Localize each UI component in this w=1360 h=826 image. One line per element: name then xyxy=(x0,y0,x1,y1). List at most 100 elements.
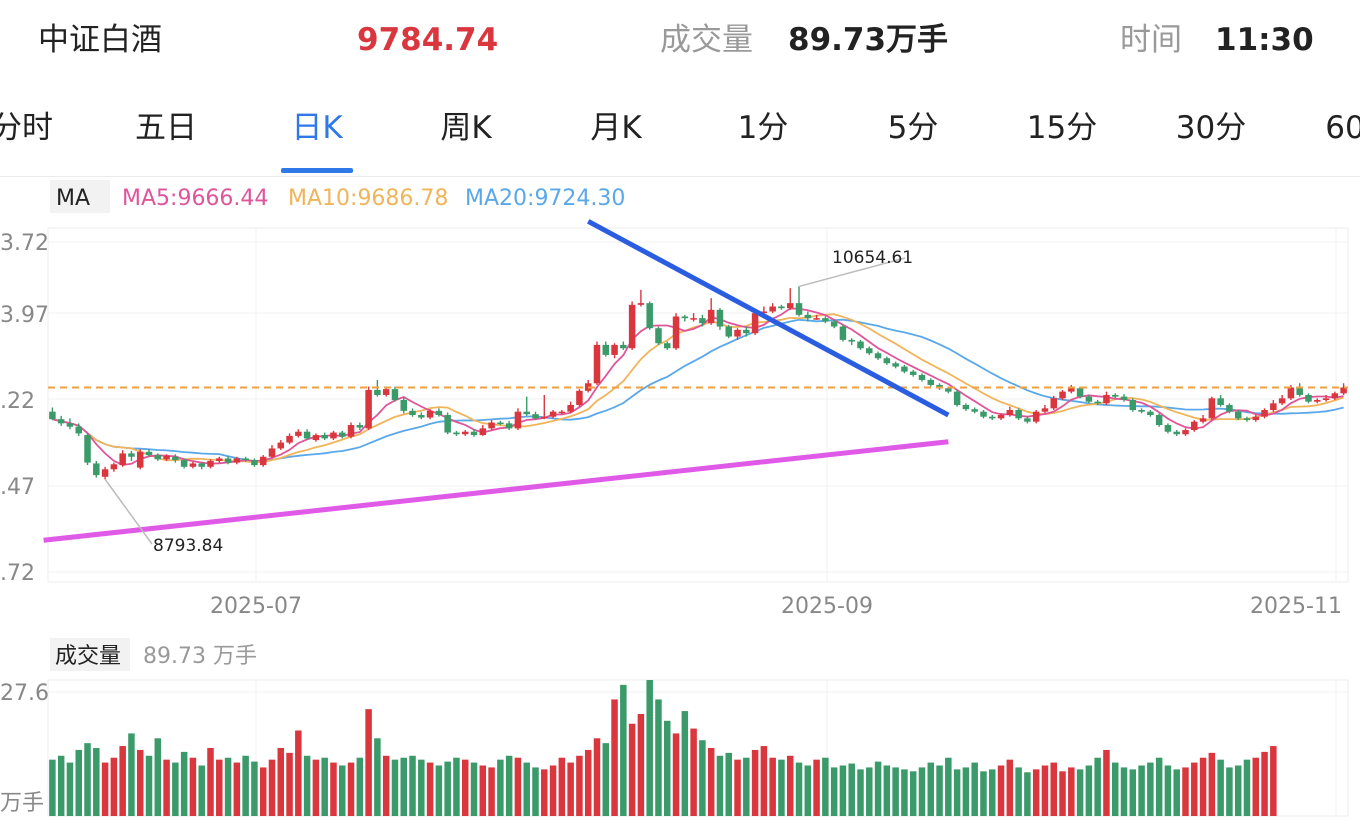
candle-down xyxy=(532,411,539,421)
tab-15min[interactable]: 15分 xyxy=(1026,110,1098,146)
candle-body xyxy=(435,410,443,416)
volume-bar xyxy=(637,714,645,816)
candle-down xyxy=(84,433,91,466)
volume-bar xyxy=(400,757,407,816)
candle-body xyxy=(786,303,794,309)
volume-bar xyxy=(1182,767,1189,816)
candle-up xyxy=(1278,394,1286,405)
volume-bar xyxy=(795,762,803,816)
volume-bar xyxy=(1094,757,1101,816)
candle-body xyxy=(558,411,566,414)
candle-body xyxy=(611,344,618,355)
volume-bar xyxy=(303,755,311,816)
volume-bar xyxy=(549,765,557,816)
candle-body xyxy=(207,460,214,467)
candle-body xyxy=(224,458,232,463)
candle-down xyxy=(1120,394,1128,402)
candle-up xyxy=(233,456,241,465)
kline-chart[interactable]: MA MA5:9666.44 MA10:9686.78 MA20:9724.30… xyxy=(0,176,1360,826)
volume-bar xyxy=(699,740,706,816)
tab-30min[interactable]: 30分 xyxy=(1175,110,1247,146)
candle-body xyxy=(857,341,864,349)
volume-bar xyxy=(497,759,504,816)
volume-bar xyxy=(207,748,214,816)
candle-down xyxy=(75,423,82,436)
candle-down xyxy=(725,324,732,339)
tab-intraday[interactable]: 分时 xyxy=(0,110,53,146)
tab-5min[interactable]: 5分 xyxy=(887,110,939,146)
tab-monthly-k[interactable]: 月K xyxy=(590,110,642,146)
candle-down xyxy=(848,338,855,345)
candle-down xyxy=(901,364,908,374)
volume-bar xyxy=(461,759,469,816)
candle-up xyxy=(1270,399,1277,412)
volume-bar xyxy=(312,759,320,816)
candle-down xyxy=(391,386,399,402)
candle-down xyxy=(303,429,311,441)
volume-bar xyxy=(145,755,153,816)
candle-body xyxy=(980,411,987,417)
candle-body xyxy=(488,422,495,429)
volume-bar xyxy=(1050,762,1057,816)
volume-bar xyxy=(716,755,724,816)
price-axis-labels: 3.72 3.97 .22 .47 .72 xyxy=(0,231,49,586)
candle-down xyxy=(251,458,258,467)
candle-up xyxy=(101,466,109,480)
candle-up xyxy=(330,430,337,441)
candle-body xyxy=(461,431,469,435)
tab-five-day[interactable]: 五日 xyxy=(135,110,197,146)
x-tick-label: 2025-07 xyxy=(210,594,302,619)
candle-down xyxy=(418,412,425,420)
candle-body xyxy=(1015,410,1022,419)
candle-down xyxy=(145,449,153,457)
volume-bar xyxy=(470,762,478,816)
volume-bar xyxy=(409,755,416,816)
candle-down xyxy=(874,351,882,360)
candle-body xyxy=(945,388,952,392)
candle-down xyxy=(242,456,249,462)
candle-down xyxy=(1138,408,1145,414)
candle-body xyxy=(295,431,302,436)
candle-body xyxy=(672,316,680,349)
candle-body xyxy=(1234,411,1242,419)
candle-up xyxy=(997,413,1005,421)
candle-body xyxy=(514,411,522,429)
volume-bar xyxy=(1173,769,1180,816)
candle-body xyxy=(769,306,776,312)
tab-60min[interactable]: 60 xyxy=(1325,110,1360,146)
candle-body xyxy=(426,410,434,418)
candle-body xyxy=(251,460,258,466)
candle-down xyxy=(892,361,899,369)
volume-bar xyxy=(93,748,100,816)
volume-bar xyxy=(945,757,952,816)
volume-bar xyxy=(1147,762,1154,816)
candle-up xyxy=(259,455,267,467)
candle-up xyxy=(365,386,372,431)
tab-1min[interactable]: 1分 xyxy=(737,110,789,146)
candle-down xyxy=(989,415,996,421)
volume-bar xyxy=(593,738,601,816)
candle-down xyxy=(400,397,407,414)
volume-legend-box xyxy=(50,638,130,671)
candle-body xyxy=(681,316,689,319)
volume-bar xyxy=(75,749,82,816)
volume-bar xyxy=(1226,767,1233,816)
candle-up xyxy=(786,288,794,310)
candle-down xyxy=(1173,430,1180,436)
candle-body xyxy=(1191,421,1198,431)
candle-down xyxy=(830,319,838,329)
candle-body xyxy=(1278,398,1286,404)
candle-up xyxy=(567,401,574,414)
candle-body xyxy=(1138,410,1145,412)
candle-body xyxy=(813,318,820,320)
candle-body xyxy=(49,411,56,420)
upper-trend-line xyxy=(587,219,950,418)
candle-body xyxy=(953,391,961,405)
tab-weekly-k[interactable]: 周K xyxy=(440,110,492,146)
volume-bar xyxy=(295,730,302,816)
tab-daily-k[interactable]: 日K xyxy=(291,110,343,146)
candle-down xyxy=(49,407,56,421)
active-tab-underline xyxy=(281,168,353,173)
candle-down xyxy=(93,460,100,478)
candle-body xyxy=(1041,408,1049,412)
